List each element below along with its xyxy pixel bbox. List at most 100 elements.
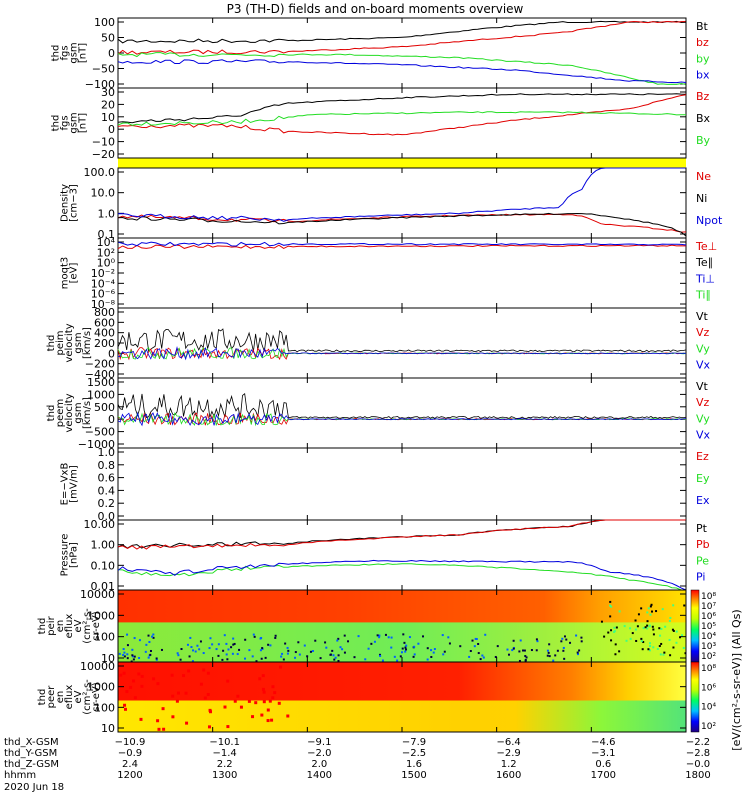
- spectrogram-pixel: [171, 694, 175, 698]
- spectrogram-pixel: [324, 641, 327, 644]
- spectrogram-pixel: [248, 649, 251, 652]
- colorbar-gradient: [690, 661, 700, 733]
- spectrogram-pixel: [484, 633, 487, 636]
- spectrogram-pixel: [580, 640, 583, 643]
- spectrogram-pixel: [640, 607, 643, 610]
- spectrogram-pixel: [610, 639, 613, 642]
- spectrogram-pixel: [221, 658, 224, 661]
- y-axis-label: thd: [51, 115, 62, 132]
- legend-Vy: Vy: [696, 342, 710, 355]
- spectrogram-pixel: [125, 690, 129, 694]
- spectrogram-pixel: [244, 657, 247, 660]
- spectrogram-pixel: [634, 628, 637, 631]
- spectrogram-pixel: [156, 719, 160, 723]
- spectrogram-pixel: [123, 655, 126, 658]
- footer-value: −2.0: [307, 748, 331, 759]
- footer-value: −9.1: [307, 737, 331, 748]
- y-axis-label: peer: [46, 685, 57, 709]
- y-tick-label: 1.0: [98, 446, 116, 459]
- spectrogram-pixel: [644, 626, 647, 629]
- y-axis-label: gsm: [69, 112, 80, 133]
- spectrogram-pixel: [637, 613, 640, 616]
- spectrogram-pixel: [494, 655, 497, 658]
- spectrogram-pixel: [196, 644, 199, 647]
- y-axis-label: [km/s]: [82, 397, 93, 429]
- y-axis-label: sr-eV): [91, 682, 102, 711]
- spectrogram-pixel: [131, 648, 134, 651]
- panel-efield: 1.00.80.60.40.20.0 E=−VxB[mV/m] Ez Ey Ex: [60, 446, 710, 523]
- spectrogram-pixel: [138, 656, 141, 659]
- y-axis-label: eV: [73, 619, 84, 632]
- spectrogram-pixel: [131, 655, 134, 658]
- spectrogram-pixel: [161, 707, 165, 711]
- spectrogram-pixel: [343, 651, 346, 654]
- spectrogram-pixel: [226, 658, 229, 661]
- spectrogram-pixel: [137, 672, 141, 676]
- y-axis-label: thd: [46, 335, 57, 352]
- spectrogram-pixel: [672, 646, 675, 649]
- spectrogram-pixel: [331, 649, 334, 652]
- spectrogram-pixel: [614, 653, 617, 656]
- y-axis-label: gsm: [73, 402, 84, 423]
- spectrogram-pixel: [149, 653, 152, 656]
- spectrogram-pixel: [600, 620, 603, 623]
- y-tick-label: 0.0: [98, 510, 116, 523]
- footer-value: 2.2: [217, 759, 233, 770]
- footer-value: −7.9: [402, 737, 426, 748]
- spectrogram-pixel: [658, 627, 661, 630]
- spectrogram-pixel: [649, 644, 652, 647]
- spectrogram-pixel: [337, 654, 340, 657]
- legend-Pe: Pe: [696, 554, 709, 567]
- legend-Npot: Npot: [696, 214, 723, 227]
- spectrogram-pixel: [262, 690, 266, 694]
- spectrogram-pixel: [236, 694, 240, 698]
- spectrogram-pixel: [225, 642, 228, 645]
- spectrogram-pixel: [176, 691, 180, 695]
- spectrogram-pixel: [334, 656, 337, 659]
- y-tick-label: 30: [101, 86, 115, 99]
- spectrogram-pixel: [140, 684, 144, 688]
- spectrogram-pixel: [270, 718, 274, 722]
- y-tick-label: 10: [101, 722, 115, 735]
- y-axis-label: [mV/m]: [69, 465, 80, 503]
- y-tick-label: 0.01: [91, 580, 116, 593]
- spectrogram-pixel: [253, 635, 256, 638]
- spectrogram-pixel: [652, 646, 655, 649]
- spectrogram-pixel: [203, 696, 207, 700]
- y-tick-label: −1000: [78, 438, 115, 451]
- colorbar-tick: 10⁶: [701, 683, 716, 693]
- spectrogram-pixel: [255, 660, 258, 663]
- footer-value: −10.9: [115, 737, 146, 748]
- colorbar-tick: 10⁸: [701, 592, 716, 602]
- y-tick-label: 10000: [80, 660, 115, 673]
- spectrogram-pixel: [547, 651, 550, 654]
- spectrogram-pixel: [684, 652, 687, 655]
- legend-Te⊥: Te⊥: [695, 240, 717, 253]
- spectrogram-pixel: [337, 660, 340, 663]
- spectrogram-pixel: [473, 645, 476, 648]
- y-axis-label: en: [55, 691, 66, 704]
- legend-Vz: Vz: [696, 326, 710, 339]
- footer-value: 1500: [401, 770, 426, 781]
- spectrogram-pixel: [357, 635, 360, 638]
- spectrogram-pixel: [403, 641, 406, 644]
- spectrogram-pixel: [144, 650, 147, 653]
- spectrogram-pixel: [208, 647, 211, 650]
- spectrogram-pixel: [609, 600, 612, 603]
- spectrogram-pixel: [442, 653, 445, 656]
- spectrogram-pixel: [680, 634, 683, 637]
- y-tick-label: 1.0: [98, 207, 116, 220]
- spectrogram-pixel: [433, 648, 436, 651]
- colorbar-tick: 10⁶: [701, 612, 716, 622]
- spectrogram-pixel: [405, 648, 408, 651]
- spectrogram-pixel: [675, 641, 678, 644]
- spectrogram-pixel: [232, 643, 235, 646]
- y-axis-label: [nT]: [78, 113, 89, 133]
- spectrogram-pixel: [191, 660, 194, 663]
- y-tick-label: 10⁴: [97, 236, 116, 249]
- spectrogram-pixel: [523, 649, 526, 652]
